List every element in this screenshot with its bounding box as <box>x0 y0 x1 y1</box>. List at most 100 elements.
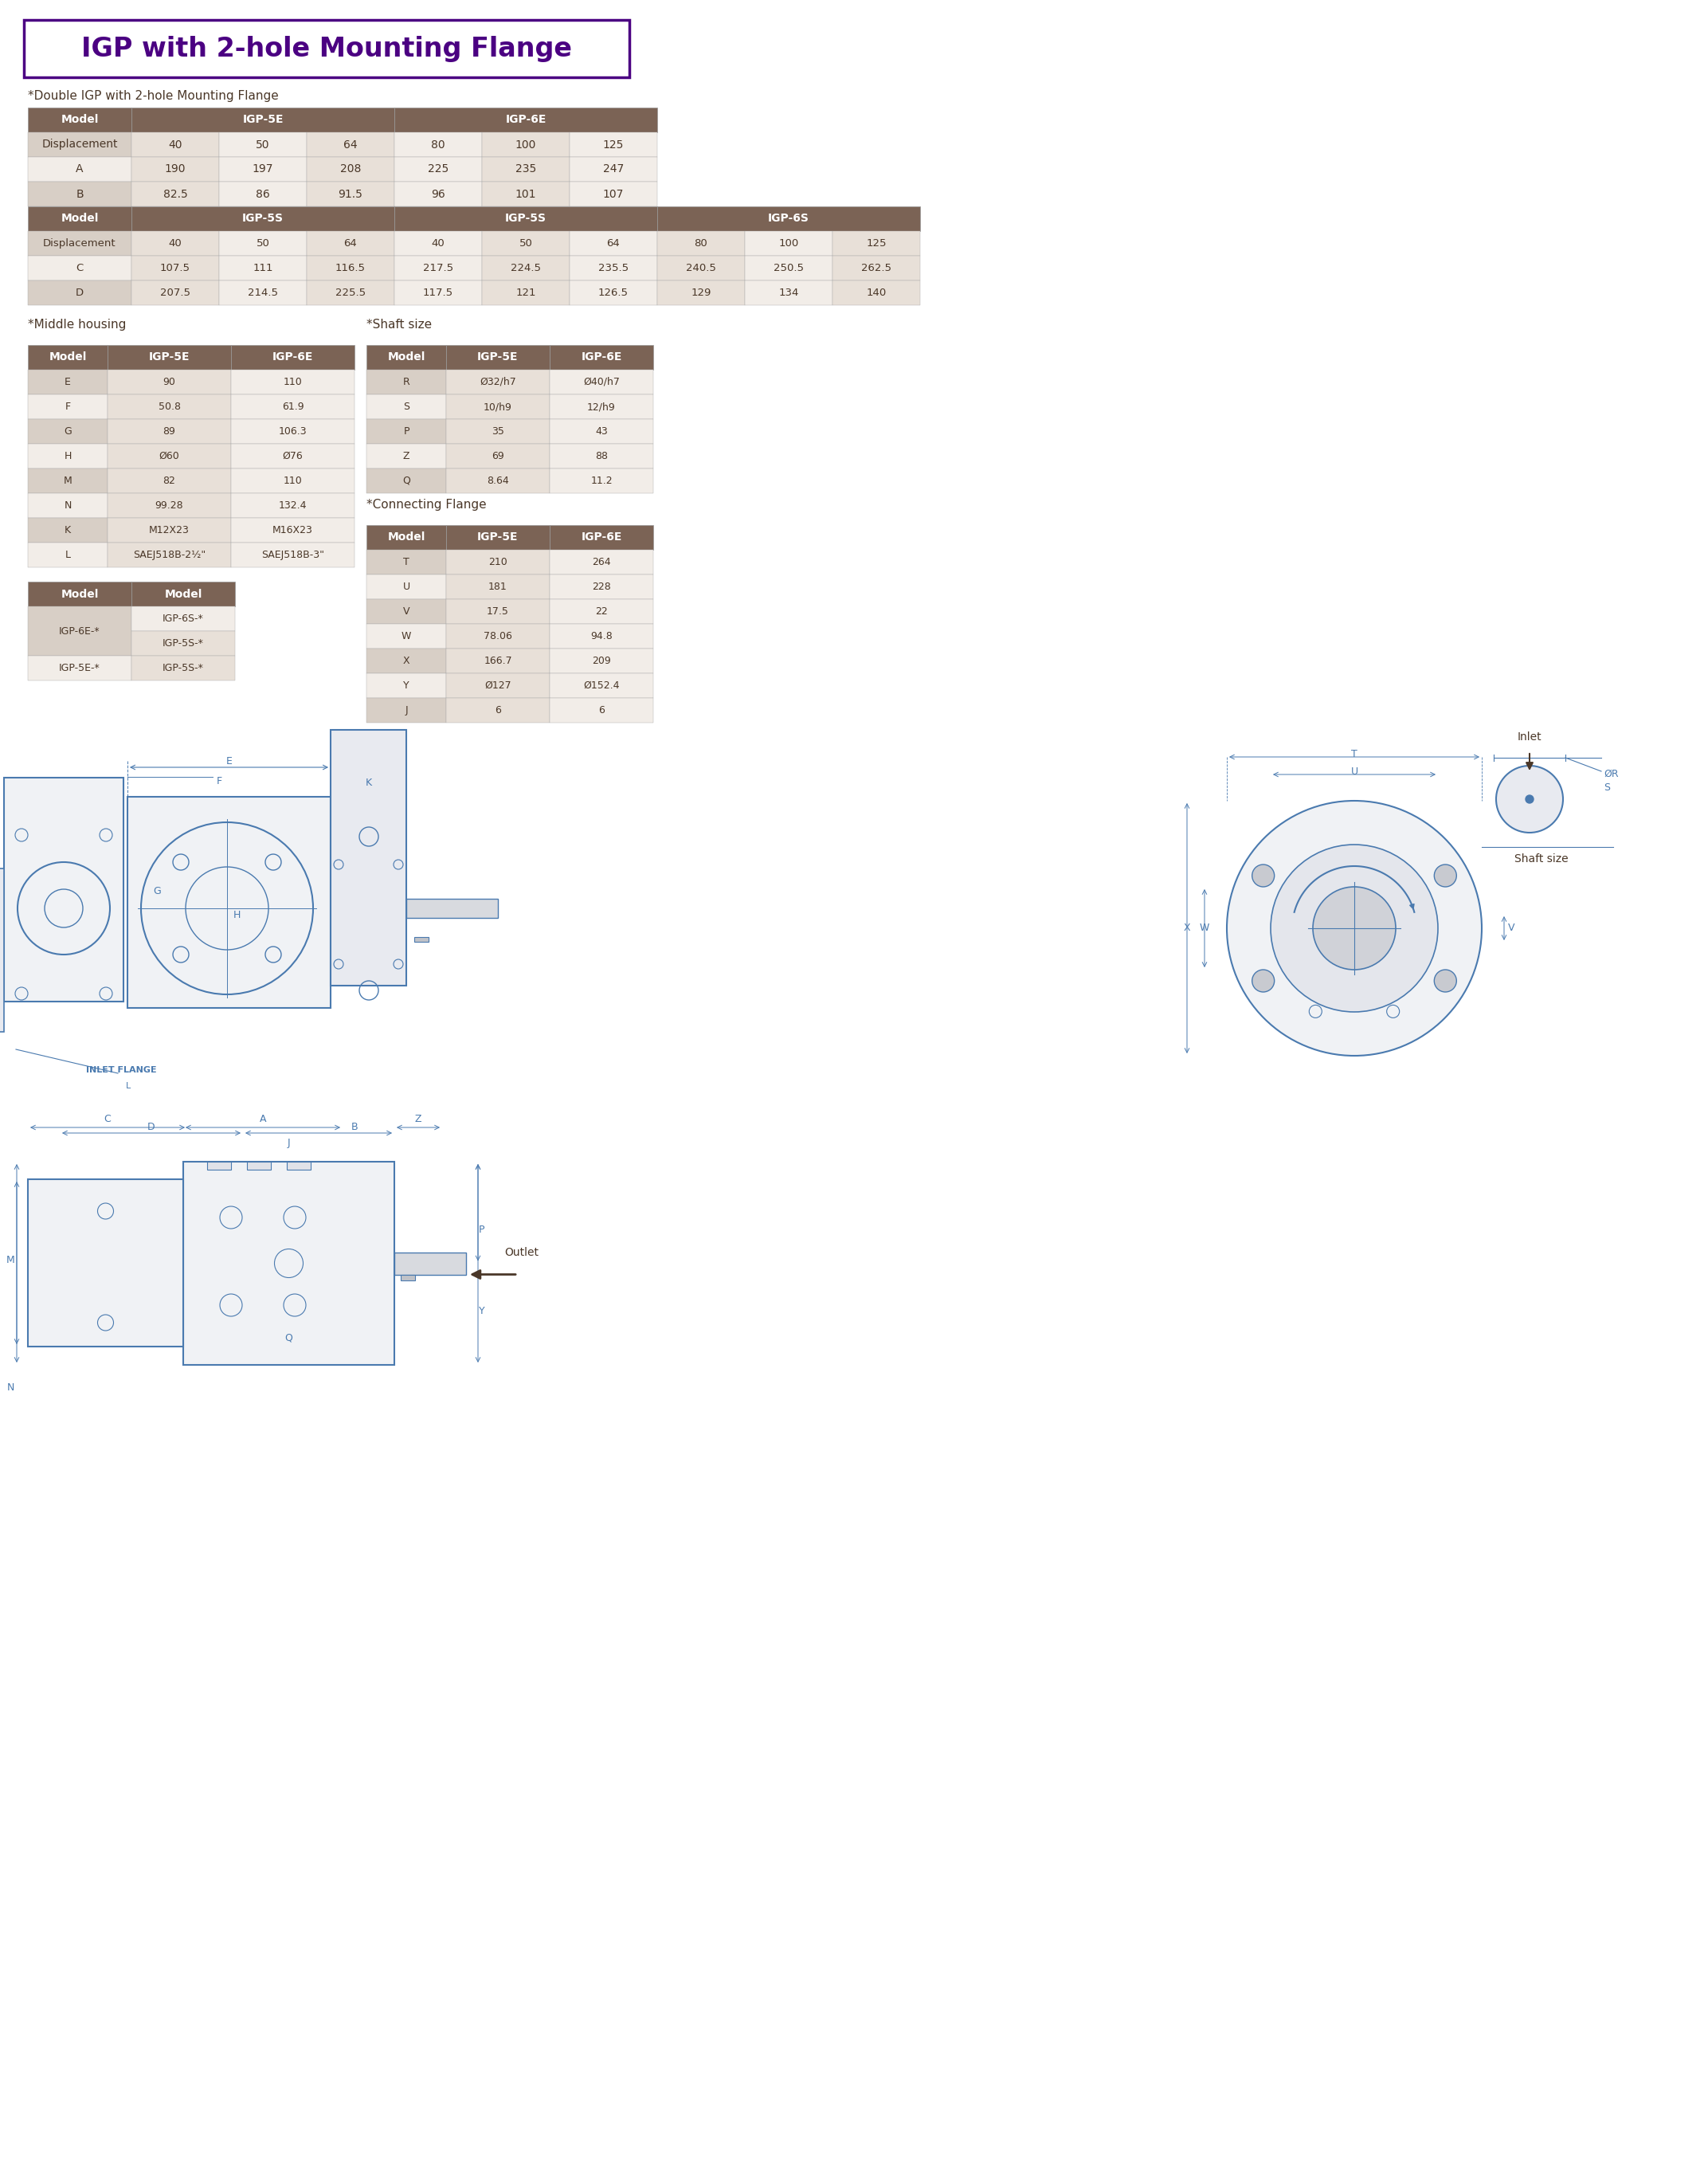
Bar <box>183 1162 395 1365</box>
Text: 43: 43 <box>594 427 608 436</box>
Bar <box>27 582 132 606</box>
Text: B: B <box>352 1123 359 1131</box>
Bar <box>446 549 550 576</box>
Bar <box>367 445 446 469</box>
Circle shape <box>1525 796 1534 802</box>
Text: 6: 6 <box>598 704 605 715</box>
Text: 166.7: 166.7 <box>483 656 512 667</box>
Bar <box>569 231 658 255</box>
Text: H: H <box>63 451 72 462</box>
Bar <box>219 231 307 255</box>
Text: E: E <box>65 377 70 388</box>
Text: IGP-6E: IGP-6E <box>581 351 622 362</box>
Text: IGP-5S: IGP-5S <box>506 214 547 225</box>
Bar <box>219 181 307 207</box>
Text: D: D <box>75 288 84 299</box>
Text: 240.5: 240.5 <box>687 264 716 272</box>
Text: U: U <box>1351 767 1358 776</box>
Text: 64: 64 <box>343 140 357 150</box>
Bar <box>550 623 652 650</box>
Text: IGP-5S-*: IGP-5S-* <box>162 639 203 650</box>
Text: 106.3: 106.3 <box>278 427 307 436</box>
Text: 91.5: 91.5 <box>338 187 362 201</box>
Bar <box>108 395 231 419</box>
Text: 181: 181 <box>488 582 507 593</box>
Text: D: D <box>147 1123 155 1131</box>
Text: *Middle housing: *Middle housing <box>27 318 126 331</box>
Text: Q: Q <box>285 1332 292 1343</box>
Text: 94.8: 94.8 <box>591 630 613 641</box>
Text: 207.5: 207.5 <box>161 288 190 299</box>
Bar <box>550 395 652 419</box>
Bar <box>108 419 231 445</box>
Bar <box>219 133 307 157</box>
Bar <box>27 419 108 445</box>
Text: 235.5: 235.5 <box>598 264 629 272</box>
Text: Displacement: Displacement <box>43 238 116 249</box>
Text: 40: 40 <box>432 238 444 249</box>
Text: 134: 134 <box>779 288 799 299</box>
Text: 96: 96 <box>430 187 446 201</box>
Text: R: R <box>403 377 410 388</box>
Text: M16X23: M16X23 <box>273 525 313 536</box>
Bar <box>27 181 132 207</box>
Bar <box>367 525 446 549</box>
Text: 78.06: 78.06 <box>483 630 512 641</box>
Text: 50: 50 <box>256 238 270 249</box>
Text: J: J <box>287 1138 290 1149</box>
Text: 208: 208 <box>340 164 360 174</box>
Bar <box>550 469 652 493</box>
Bar <box>108 371 231 395</box>
Text: Model: Model <box>61 589 99 600</box>
Bar <box>482 157 569 181</box>
Text: Model: Model <box>388 351 425 362</box>
Bar <box>287 1162 311 1171</box>
Text: 107.5: 107.5 <box>161 264 190 272</box>
Bar <box>446 674 550 698</box>
Bar <box>446 469 550 493</box>
Text: T: T <box>403 556 410 567</box>
Bar <box>550 371 652 395</box>
Bar <box>832 281 921 305</box>
Bar <box>482 181 569 207</box>
Bar <box>446 623 550 650</box>
Bar <box>307 181 395 207</box>
Bar <box>395 255 482 281</box>
Text: 50: 50 <box>256 140 270 150</box>
Bar <box>307 281 395 305</box>
Bar <box>745 281 832 305</box>
Bar <box>367 674 446 698</box>
Text: 126.5: 126.5 <box>598 288 629 299</box>
Bar <box>395 231 482 255</box>
Text: IGP-6E-*: IGP-6E-* <box>60 626 101 637</box>
Text: Model: Model <box>61 113 99 126</box>
Bar <box>395 133 482 157</box>
Text: Outlet: Outlet <box>504 1247 540 1258</box>
Text: K: K <box>65 525 72 536</box>
Text: 64: 64 <box>343 238 357 249</box>
Bar <box>446 344 550 371</box>
Text: Ø60: Ø60 <box>159 451 179 462</box>
Text: 80: 80 <box>430 140 446 150</box>
Bar <box>207 1162 231 1171</box>
Text: 12/h9: 12/h9 <box>588 401 615 412</box>
Bar <box>132 231 219 255</box>
Text: Ø76: Ø76 <box>282 451 302 462</box>
Text: IGP-6E: IGP-6E <box>506 113 547 126</box>
Bar <box>550 549 652 576</box>
Bar <box>395 281 482 305</box>
Bar <box>446 576 550 600</box>
Bar <box>367 549 446 576</box>
Bar <box>307 157 395 181</box>
Bar <box>219 281 307 305</box>
Text: IGP-5E: IGP-5E <box>149 351 190 362</box>
Text: 217.5: 217.5 <box>424 264 453 272</box>
Bar <box>446 395 550 419</box>
Text: 235: 235 <box>516 164 536 174</box>
Bar <box>27 207 132 231</box>
Bar <box>569 255 658 281</box>
Text: *Shaft size: *Shaft size <box>367 318 432 331</box>
Text: 64: 64 <box>606 238 620 249</box>
Text: C: C <box>104 1114 111 1125</box>
Bar <box>231 344 355 371</box>
